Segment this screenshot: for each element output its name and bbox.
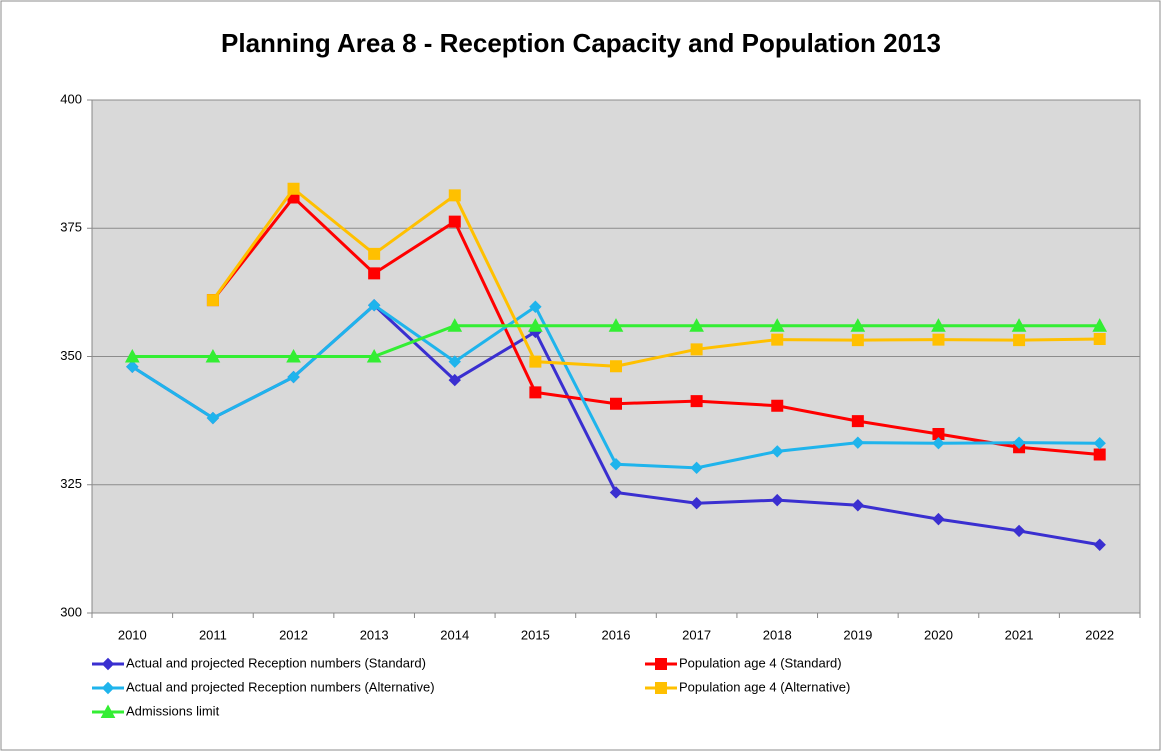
data-point bbox=[690, 395, 703, 408]
data-point bbox=[368, 267, 381, 280]
legend-label: Population age 4 (Alternative) bbox=[679, 679, 850, 694]
data-point bbox=[932, 427, 945, 440]
data-point bbox=[851, 499, 865, 512]
data-point bbox=[447, 318, 463, 332]
legend-marker bbox=[101, 657, 115, 671]
legend-marker bbox=[655, 682, 667, 694]
data-point bbox=[529, 355, 542, 368]
data-point bbox=[448, 355, 461, 368]
data-point bbox=[1011, 318, 1027, 332]
data-point bbox=[609, 458, 623, 471]
series-line bbox=[211, 186, 1100, 368]
data-point bbox=[1093, 436, 1106, 450]
data-point bbox=[771, 445, 784, 458]
data-point bbox=[124, 348, 140, 363]
data-point bbox=[1012, 436, 1026, 449]
x-tick-label: 2010 bbox=[118, 627, 147, 642]
data-point bbox=[287, 370, 300, 384]
data-point bbox=[367, 298, 381, 312]
chart-title: Planning Area 8 - Reception Capacity and… bbox=[221, 28, 941, 58]
data-point bbox=[528, 318, 543, 332]
data-point bbox=[448, 215, 461, 228]
x-tick-label: 2020 bbox=[924, 627, 953, 642]
legend-label: Admissions limit bbox=[126, 703, 220, 718]
x-tick-label: 2014 bbox=[440, 627, 469, 642]
data-point bbox=[851, 334, 864, 347]
x-tick-label: 2017 bbox=[682, 627, 711, 642]
y-tick-label: 300 bbox=[60, 604, 82, 619]
data-point bbox=[771, 493, 784, 507]
data-point bbox=[689, 318, 704, 332]
data-point bbox=[287, 182, 300, 195]
data-point bbox=[529, 300, 542, 313]
x-tick-label: 2019 bbox=[843, 627, 872, 642]
x-tick-label: 2015 bbox=[521, 627, 550, 642]
data-point bbox=[126, 360, 139, 373]
data-point bbox=[690, 461, 703, 475]
data-point bbox=[366, 348, 382, 363]
legend-label: Actual and projected Reception numbers (… bbox=[126, 679, 435, 694]
data-point bbox=[850, 318, 866, 332]
legend-label: Population age 4 (Standard) bbox=[679, 655, 842, 670]
y-tick-label: 375 bbox=[60, 220, 82, 235]
data-point bbox=[608, 318, 624, 332]
data-point bbox=[771, 333, 784, 346]
data-point bbox=[205, 348, 221, 363]
series-line bbox=[211, 195, 1100, 456]
legend-marker bbox=[100, 704, 116, 718]
legend-marker bbox=[101, 681, 115, 695]
data-point bbox=[610, 360, 622, 373]
x-tick-label: 2022 bbox=[1085, 627, 1114, 642]
x-tick-label: 2012 bbox=[279, 627, 308, 642]
data-point bbox=[771, 399, 784, 412]
legend-label: Actual and projected Reception numbers (… bbox=[126, 655, 426, 670]
data-point bbox=[690, 497, 703, 510]
x-tick-label: 2021 bbox=[1005, 627, 1034, 642]
data-point bbox=[206, 294, 219, 307]
data-point bbox=[368, 247, 381, 260]
data-point bbox=[448, 189, 461, 202]
y-tick-label: 325 bbox=[60, 476, 82, 491]
data-point bbox=[1013, 334, 1026, 347]
y-tick-label: 350 bbox=[60, 348, 82, 363]
data-point bbox=[932, 512, 945, 526]
data-point bbox=[1093, 538, 1106, 551]
x-tick-label: 2013 bbox=[360, 627, 389, 642]
data-point bbox=[206, 411, 220, 425]
data-point bbox=[769, 318, 785, 332]
data-point bbox=[851, 436, 865, 449]
legend-marker bbox=[655, 658, 667, 670]
x-tick-label: 2018 bbox=[763, 627, 792, 642]
x-tick-label: 2011 bbox=[199, 627, 227, 642]
data-point bbox=[1093, 333, 1106, 346]
data-point bbox=[931, 318, 946, 332]
data-point bbox=[529, 386, 542, 399]
data-point bbox=[286, 348, 301, 363]
data-point bbox=[690, 343, 703, 356]
data-point bbox=[932, 436, 945, 450]
data-point bbox=[1092, 318, 1108, 332]
data-point bbox=[1093, 448, 1106, 461]
data-point bbox=[932, 333, 945, 346]
y-tick-label: 400 bbox=[60, 91, 82, 106]
data-point bbox=[851, 415, 864, 428]
data-point bbox=[448, 373, 461, 387]
data-point bbox=[1012, 524, 1026, 538]
data-point bbox=[610, 397, 622, 410]
x-tick-label: 2016 bbox=[602, 627, 631, 642]
data-point bbox=[609, 486, 623, 499]
